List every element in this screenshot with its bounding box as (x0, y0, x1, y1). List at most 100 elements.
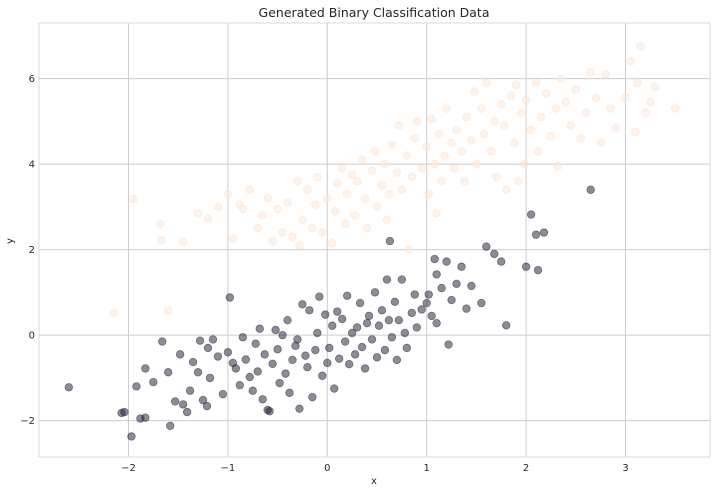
data-point (462, 304, 471, 313)
data-point (384, 189, 394, 199)
data-point (526, 125, 536, 135)
data-point (281, 369, 290, 378)
data-point (360, 194, 370, 203)
data-point (238, 333, 247, 342)
data-point (293, 177, 302, 186)
data-point (362, 318, 372, 328)
data-point (321, 310, 330, 319)
data-point (477, 104, 486, 113)
data-point (631, 127, 640, 137)
data-point (198, 395, 208, 405)
data-point (323, 358, 332, 368)
data-point (470, 87, 479, 96)
data-point (337, 314, 347, 324)
data-point (450, 164, 459, 173)
data-point (442, 257, 451, 266)
data-point (377, 181, 387, 190)
y-tick-label: −2 (20, 416, 35, 427)
data-point (519, 159, 529, 169)
data-point (424, 290, 433, 299)
data-point (492, 172, 501, 182)
data-point (397, 185, 407, 194)
data-point (417, 305, 426, 314)
data-point (213, 202, 223, 212)
data-point (641, 108, 650, 117)
data-point (482, 242, 491, 251)
data-point (533, 265, 543, 275)
data-point (325, 343, 334, 353)
data-point (301, 351, 310, 360)
data-point (273, 204, 282, 214)
data-point (268, 236, 277, 246)
data-point (385, 236, 395, 246)
data-point (342, 189, 352, 199)
data-point (591, 93, 600, 103)
data-point (318, 228, 327, 237)
data-point (397, 275, 407, 284)
y-tick-label: 6 (29, 74, 35, 85)
data-point (141, 364, 150, 373)
data-point (231, 364, 241, 373)
data-point (202, 401, 212, 411)
data-point (203, 343, 213, 353)
data-point (531, 230, 541, 239)
x-tick-label: −2 (121, 463, 136, 474)
data-point (477, 298, 486, 308)
data-point (308, 392, 317, 402)
data-point (422, 298, 431, 308)
data-point (333, 179, 342, 188)
data-point (487, 147, 496, 156)
x-axis-label: x (371, 476, 377, 487)
data-point (432, 209, 441, 218)
data-point (407, 308, 416, 318)
data-point (182, 407, 192, 417)
data-point (357, 155, 367, 165)
data-point (384, 315, 394, 325)
data-point (390, 297, 400, 306)
y-tick-label: 2 (29, 245, 35, 256)
data-point (213, 352, 223, 361)
data-point (367, 166, 377, 175)
data-point (248, 386, 257, 395)
data-point (437, 177, 446, 186)
series-1 (64, 185, 595, 441)
data-point (195, 336, 205, 345)
data-point (355, 298, 365, 308)
y-axis-ticks: −2 0 2 4 6 (20, 74, 35, 427)
data-point (444, 340, 453, 349)
data-point (362, 224, 372, 233)
data-point (387, 333, 397, 342)
data-point (402, 151, 412, 160)
data-point (467, 281, 476, 291)
data-point (330, 384, 339, 393)
data-point (268, 359, 277, 368)
data-point (382, 275, 392, 284)
data-point (347, 328, 357, 338)
data-point (511, 80, 521, 90)
data-point (141, 413, 150, 422)
chart-title: Generated Binary Classification Data (259, 5, 490, 20)
data-point (462, 112, 471, 122)
data-point (166, 421, 175, 430)
data-point (394, 121, 404, 130)
data-point (347, 170, 357, 179)
data-point (288, 232, 297, 241)
data-point (311, 200, 320, 209)
data-point (255, 324, 264, 333)
data-point (228, 234, 238, 244)
data-point (424, 189, 433, 199)
data-point (447, 138, 456, 147)
data-point (586, 67, 595, 77)
data-point (164, 306, 173, 315)
data-point (323, 194, 332, 203)
x-tick-label: 0 (324, 463, 330, 474)
data-point (352, 177, 362, 186)
data-point (328, 321, 337, 330)
data-point (407, 172, 416, 182)
data-point (273, 345, 282, 354)
data-point (132, 382, 141, 391)
data-point (313, 328, 322, 338)
data-point (380, 345, 390, 355)
data-point (275, 378, 284, 388)
